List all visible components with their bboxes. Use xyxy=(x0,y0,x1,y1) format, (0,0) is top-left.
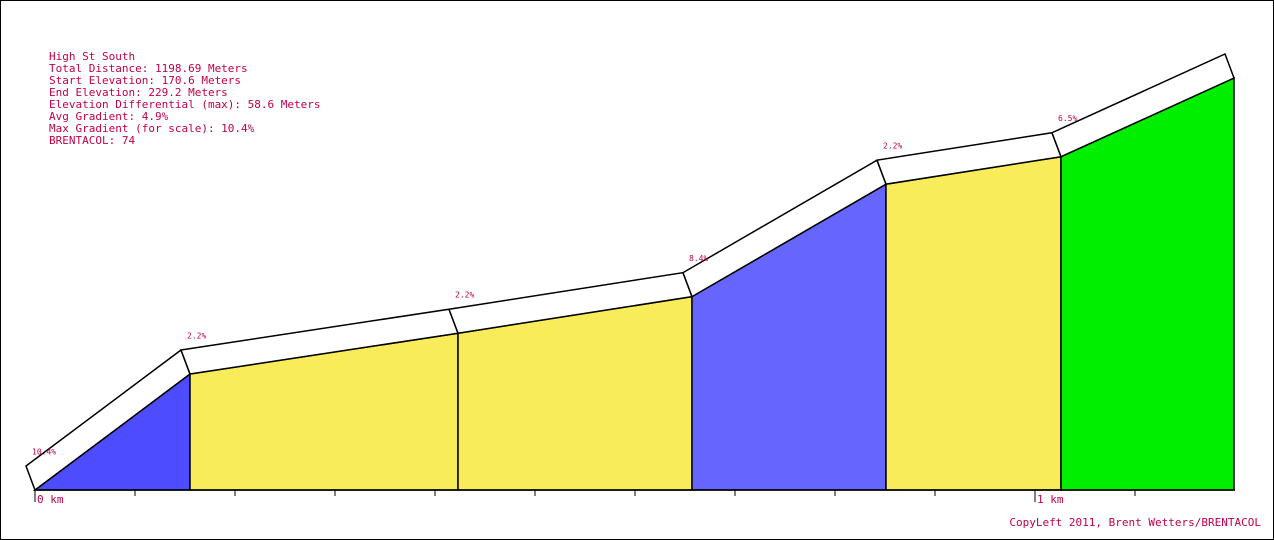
x-tick-label: 0 km xyxy=(37,493,64,506)
info-line: BRENTACOL: 74 xyxy=(49,134,135,147)
segment-area xyxy=(885,155,1062,491)
info-line: Max Gradient (for scale): 10.4% xyxy=(49,122,255,135)
info-line: Start Elevation: 170.6 Meters xyxy=(49,74,241,87)
info-line: Avg Gradient: 4.9% xyxy=(49,110,169,123)
info-line: End Elevation: 229.2 Meters xyxy=(49,86,228,99)
info-line: Total Distance: 1198.69 Meters xyxy=(49,62,248,75)
info-line: Elevation Differential (max): 58.6 Meter… xyxy=(49,98,321,111)
gradient-label: 10.4% xyxy=(32,448,56,457)
footer: CopyLeft 2011, Brent Wetters/BRENTACOL xyxy=(1009,516,1261,529)
segment-top xyxy=(1051,52,1235,158)
gradient-label: 8.4% xyxy=(689,254,708,263)
gradient-label: 2.2% xyxy=(883,142,902,151)
info-line: High St South xyxy=(49,50,135,63)
gradient-label: 2.2% xyxy=(455,291,474,300)
gradient-label: 2.2% xyxy=(187,331,206,340)
x-tick-label: 1 km xyxy=(1037,493,1064,506)
gradient-label: 6.5% xyxy=(1058,114,1077,123)
